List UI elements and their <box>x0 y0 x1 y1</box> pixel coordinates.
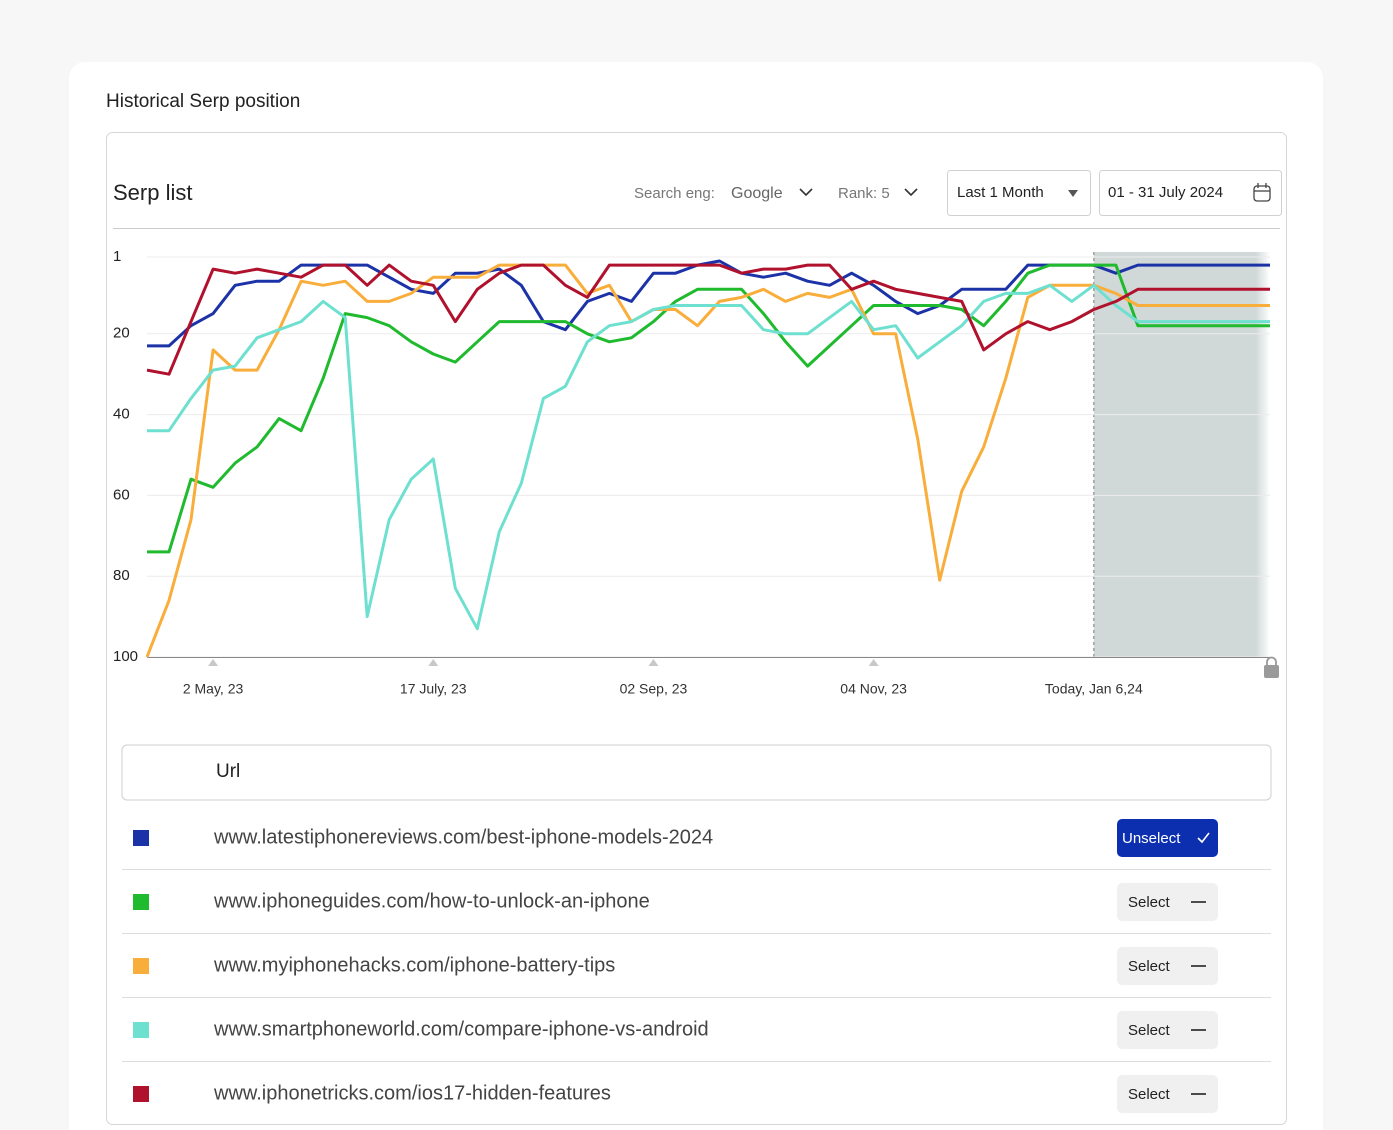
series-line <box>145 263 1270 658</box>
date-picker[interactable]: 01 - 31 July 2024 <box>1099 170 1282 216</box>
button-bg <box>1117 1075 1218 1113</box>
x-tick-marker <box>648 659 659 666</box>
url-text: www.latestiphonereviews.com/best-iphone-… <box>213 826 713 848</box>
button-label: Select <box>1128 1022 1171 1039</box>
plot: 1 20 40 60 80 100 2 May, 23 17 July, 23 02 Sep, … <box>113 248 1270 697</box>
x-tick-marker <box>208 659 219 666</box>
button-bg <box>1117 883 1218 921</box>
table-header <box>121 744 1272 801</box>
legend-swatch <box>133 830 149 846</box>
button-label: Select <box>1128 958 1171 975</box>
engine-label: Search eng: <box>634 185 715 202</box>
row-button[interactable]: Select <box>1117 883 1218 921</box>
row-button[interactable]: Select <box>1117 947 1218 985</box>
url-text: www.iphonetricks.com/ios17-hidden-featur… <box>213 1082 611 1104</box>
legend-swatch <box>133 1086 149 1102</box>
panel-title: Serp list <box>113 180 192 205</box>
button-label: Unselect <box>1122 830 1181 847</box>
y-tick-label: 80 <box>113 567 130 584</box>
x-tick-label: 02 Sep, 23 <box>620 681 688 697</box>
date-value: 01 - 31 July 2024 <box>1108 184 1223 201</box>
url-text: www.myiphonehacks.com/iphone-battery-tip… <box>213 954 615 976</box>
rank-value: Rank: 5 <box>838 185 890 202</box>
url-text: www.smartphoneworld.com/compare-iphone-v… <box>213 1018 709 1040</box>
row-button[interactable]: Select <box>1117 1011 1218 1049</box>
caret <box>1068 190 1078 197</box>
series-line <box>146 263 1270 376</box>
select-box <box>947 170 1091 216</box>
legend-swatch <box>133 958 149 974</box>
table-header-label: Url <box>216 761 240 782</box>
chevron <box>904 188 918 197</box>
x-tick-label: 2 May, 23 <box>183 681 244 697</box>
row-button[interactable]: Select <box>1117 1075 1218 1113</box>
series-line <box>147 283 1270 631</box>
calendar-icon <box>1253 183 1271 202</box>
panel <box>106 132 1287 1125</box>
y-tick-label: 1 <box>113 248 121 265</box>
button-label: Select <box>1128 894 1171 911</box>
y-tick-label: 40 <box>113 406 130 423</box>
legend-swatch <box>133 1022 149 1038</box>
rank-dropdown[interactable]: Rank: 5 <box>838 185 918 202</box>
row-button[interactable]: Unselect <box>1117 819 1218 857</box>
button-bg <box>1117 947 1218 985</box>
engine-value: Google <box>731 185 783 202</box>
lock-icon <box>1264 656 1279 678</box>
url-text: www.iphoneguides.com/how-to-unlock-an-ip… <box>213 890 650 912</box>
x-tick-marker <box>428 659 439 666</box>
engine-dropdown[interactable]: Google <box>731 185 813 202</box>
button-bg <box>1117 1011 1218 1049</box>
x-tick-label: 04 Nov, 23 <box>840 681 907 697</box>
table-rows: www.latestiphonereviews.com/best-iphone-… <box>122 819 1271 1113</box>
period-value: Last 1 Month <box>957 184 1044 201</box>
chevron <box>799 188 813 197</box>
x-tick-label: 17 July, 23 <box>400 681 467 697</box>
series-line <box>147 263 1270 554</box>
x-tick-label: Today, Jan 6,24 <box>1045 681 1143 697</box>
future-region <box>1093 252 1270 657</box>
button-bg <box>1117 819 1218 857</box>
check-icon <box>1197 832 1210 844</box>
x-tick-marker <box>868 659 879 666</box>
button-label: Select <box>1128 1086 1171 1103</box>
y-tick-label: 60 <box>113 486 130 503</box>
legend-swatch <box>133 894 149 910</box>
y-tick-label: 100 <box>113 648 138 665</box>
y-tick-label: 20 <box>113 325 130 342</box>
page-title: Historical Serp position <box>106 91 300 112</box>
date-box <box>1099 170 1282 216</box>
period-select[interactable]: Last 1 Month <box>947 170 1091 216</box>
